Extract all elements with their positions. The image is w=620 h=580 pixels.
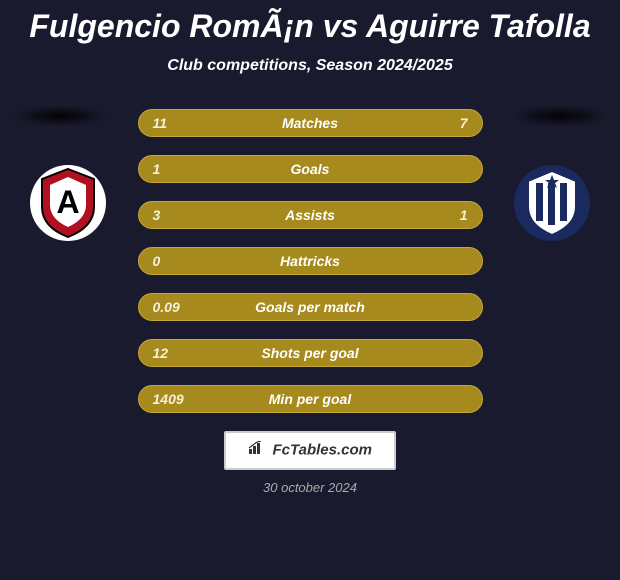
chart-icon (248, 441, 264, 460)
stat-row-min-per-goal: 1409 Min per goal (138, 385, 483, 413)
stat-label: Hattricks (193, 253, 428, 269)
stat-row-goals-per-match: 0.09 Goals per match (138, 293, 483, 321)
stat-left-value: 3 (153, 207, 193, 223)
stat-row-matches: 11 Matches 7 (138, 109, 483, 137)
page-title: Fulgencio RomÃ¡n vs Aguirre Tafolla (0, 0, 620, 45)
stat-label: Matches (193, 115, 428, 131)
stat-label: Min per goal (193, 391, 428, 407)
stat-left-value: 0.09 (153, 299, 193, 315)
footer-date: 30 october 2024 (0, 480, 620, 495)
subtitle: Club competitions, Season 2024/2025 (0, 57, 620, 75)
brand-box[interactable]: FcTables.com (224, 431, 396, 470)
svg-text:A: A (56, 184, 79, 220)
stat-left-value: 0 (153, 253, 193, 269)
brand-text: FcTables.com (272, 442, 371, 459)
stat-label: Goals per match (193, 299, 428, 315)
monterrey-badge-icon (512, 163, 592, 243)
stats-list: 11 Matches 7 1 Goals 3 Assists 1 0 Hattr… (138, 105, 483, 413)
stat-label: Assists (193, 207, 428, 223)
stat-left-value: 1409 (153, 391, 193, 407)
club-badge-left: A (28, 163, 108, 243)
content-area: A 11 Matches 7 1 Goals 3 Assists 1 (0, 105, 620, 495)
stat-right-value: 7 (428, 115, 468, 131)
stat-row-goals: 1 Goals (138, 155, 483, 183)
stat-label: Goals (193, 161, 428, 177)
player-shadow-left (10, 105, 110, 127)
stat-row-shots-per-goal: 12 Shots per goal (138, 339, 483, 367)
player-shadow-right (510, 105, 610, 127)
club-badge-right (512, 163, 592, 243)
stat-row-hattricks: 0 Hattricks (138, 247, 483, 275)
footer: FcTables.com 30 october 2024 (0, 431, 620, 495)
atlas-badge-icon: A (28, 163, 108, 243)
stat-label: Shots per goal (193, 345, 428, 361)
stat-row-assists: 3 Assists 1 (138, 201, 483, 229)
stat-left-value: 1 (153, 161, 193, 177)
stat-left-value: 11 (153, 115, 193, 131)
stat-right-value: 1 (428, 207, 468, 223)
stat-left-value: 12 (153, 345, 193, 361)
